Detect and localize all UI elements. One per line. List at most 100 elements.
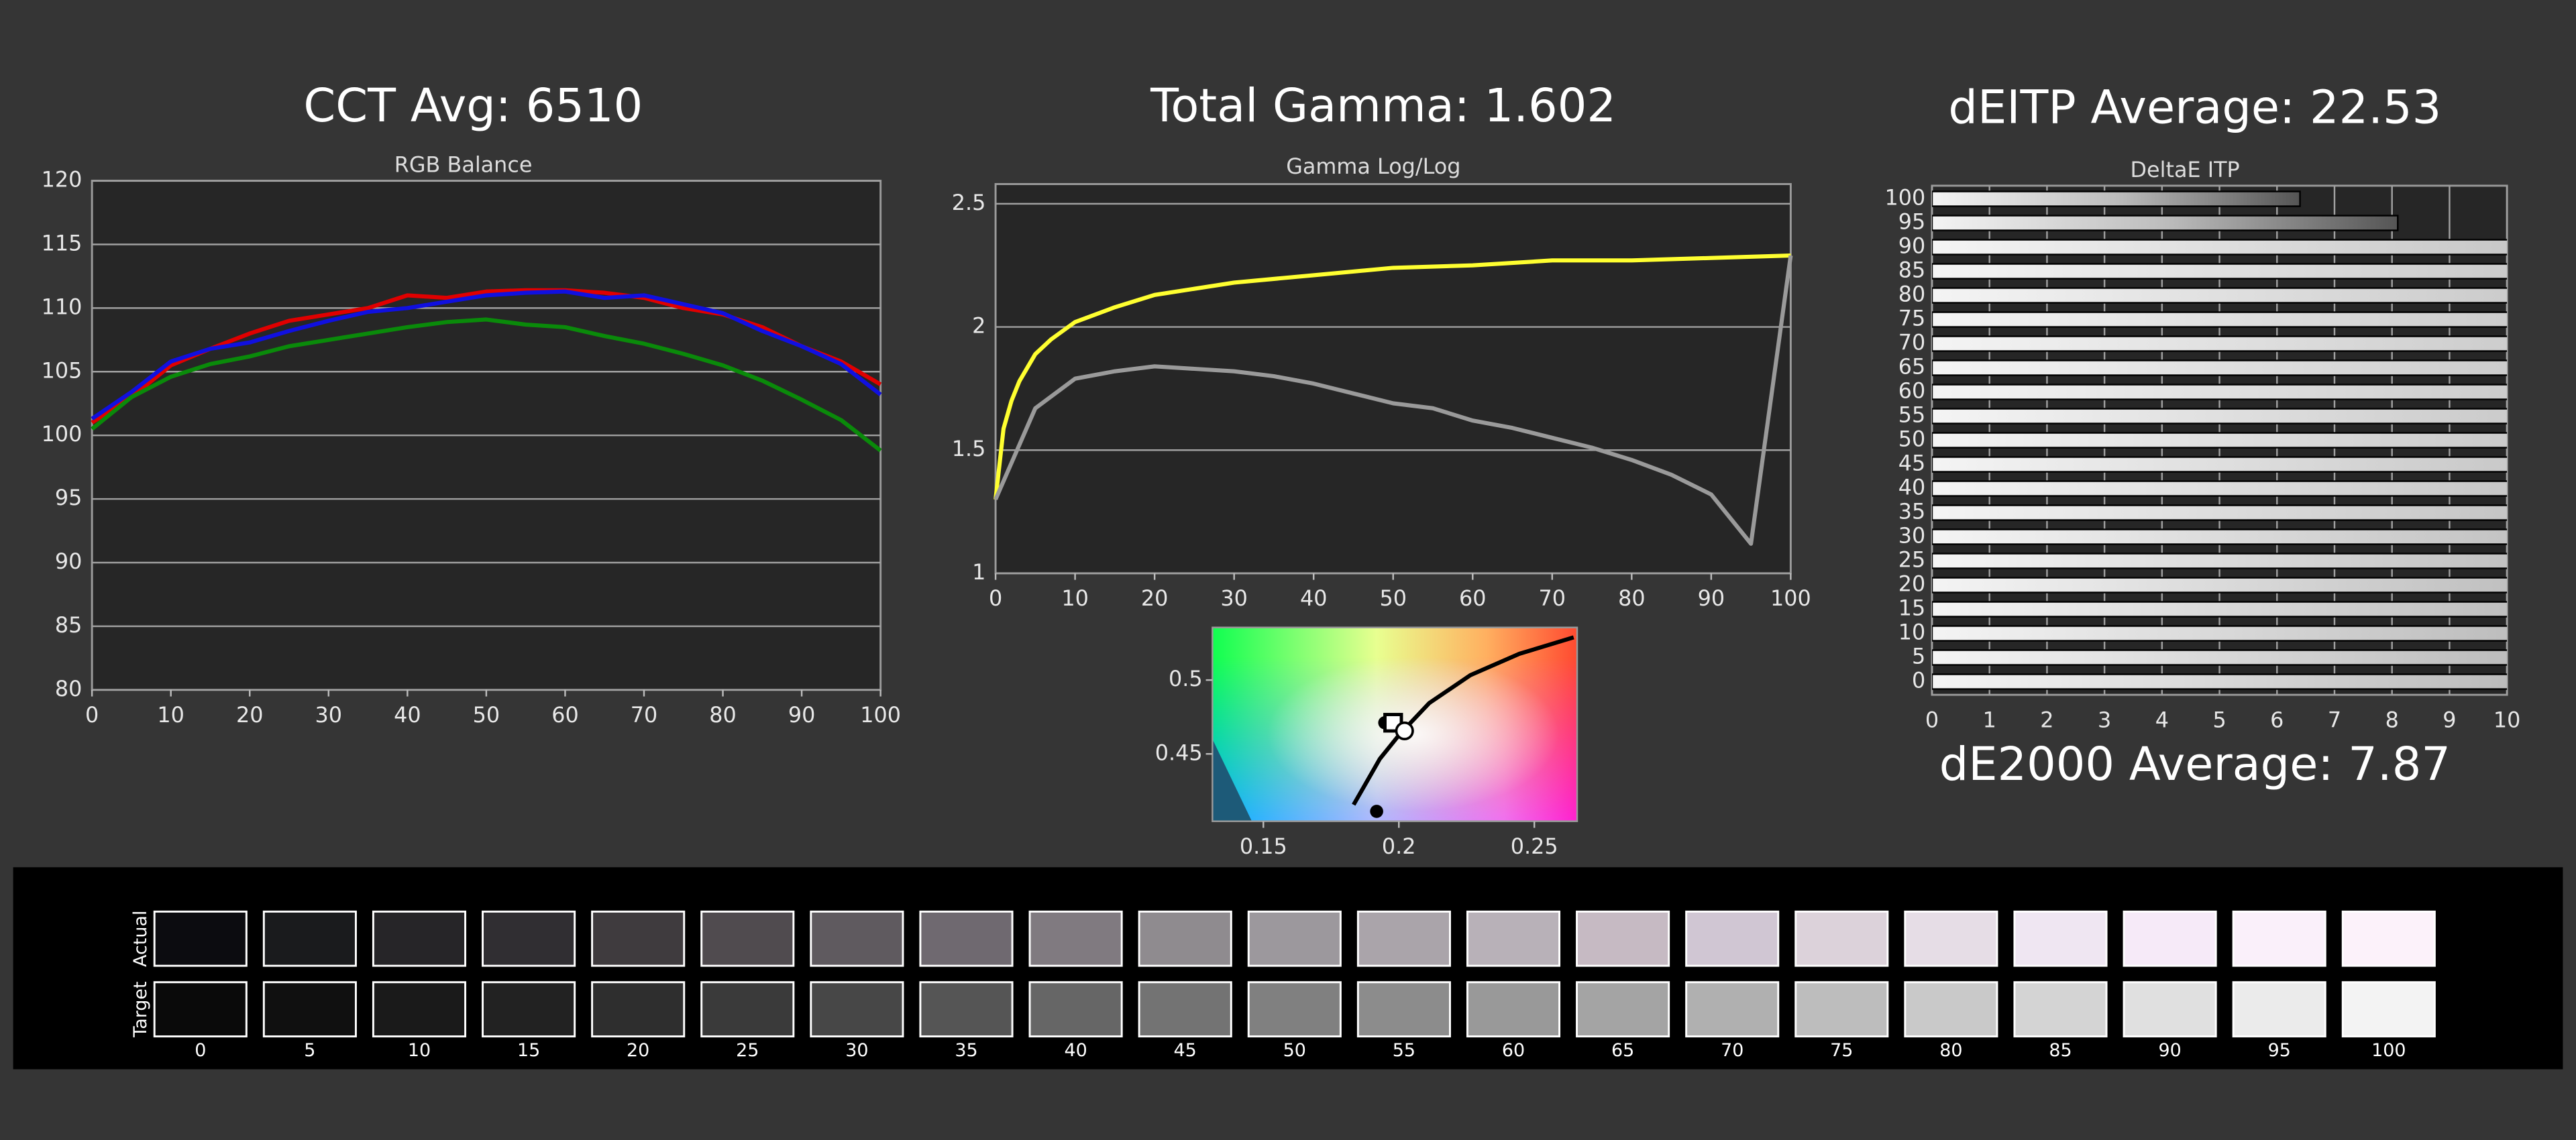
x-tick-label: 100 (860, 702, 901, 728)
swatch (2232, 910, 2326, 967)
bar (1932, 649, 2508, 666)
y-tick-label: 85 (1898, 258, 1926, 283)
x-tick-label: 5 (2212, 707, 2226, 732)
x-tick-label: 10 (1061, 585, 1089, 611)
swatch (2341, 981, 2436, 1037)
y-tick-label: 100 (42, 421, 83, 447)
swatch (2341, 910, 2436, 967)
swatch (810, 981, 904, 1037)
bar (1932, 673, 2508, 690)
swatch (2013, 981, 2108, 1037)
swatch (2232, 981, 2326, 1037)
chart-header: dEITP Average: 22.53 (1948, 80, 2441, 134)
x-tick-label: 70 (1539, 585, 1566, 611)
bar (1932, 263, 2508, 280)
y-tick-label: 95 (1898, 209, 1926, 235)
swatch (1247, 981, 1342, 1037)
y-tick-label: 35 (1898, 499, 1926, 524)
swatch-panel (13, 867, 2563, 1070)
chart-header: Total Gamma: 1.602 (1150, 79, 1616, 133)
swatch-label: 75 (1830, 1040, 1853, 1061)
swatch (1028, 981, 1123, 1037)
swatch-label: 80 (1939, 1040, 1962, 1061)
y-tick-label: 2 (972, 313, 985, 339)
swatch-label: 90 (2158, 1040, 2181, 1061)
swatch-label: 65 (1611, 1040, 1634, 1061)
row-label: Actual (130, 911, 151, 967)
bar (1932, 553, 2508, 569)
y-tick-label: 0.5 (1169, 666, 1203, 691)
bar (1932, 311, 2508, 328)
y-tick-label: 70 (1898, 330, 1926, 355)
swatch (262, 981, 357, 1037)
series-line (994, 255, 1793, 546)
y-tick-label: 75 (1898, 306, 1926, 331)
x-tick-label: 70 (631, 702, 658, 728)
y-tick-label: 105 (42, 357, 83, 383)
x-tick-label: 100 (1770, 585, 1811, 611)
chart-title: DeltaE ITP (2131, 157, 2240, 182)
bar (1932, 577, 2508, 593)
y-tick-label: 15 (1898, 595, 1926, 621)
y-tick-label: 0 (1912, 668, 1925, 693)
swatch (1794, 910, 1889, 967)
swatch (919, 910, 1014, 967)
swatch (700, 981, 795, 1037)
y-tick-label: 1.5 (952, 436, 986, 461)
swatch-label: 100 (2371, 1040, 2406, 1061)
swatch-label: 25 (736, 1040, 759, 1061)
swatch (1028, 910, 1123, 967)
y-tick-label: 1 (972, 559, 985, 585)
x-tick-label: 10 (2493, 707, 2521, 732)
swatch-label: 60 (1502, 1040, 1525, 1061)
y-tick-label: 40 (1898, 475, 1926, 500)
swatch-label: 85 (2049, 1040, 2072, 1061)
swatch-label: 95 (2268, 1040, 2291, 1061)
x-tick-label: 30 (1220, 585, 1248, 611)
series-line (994, 253, 1791, 500)
x-tick-label: 2 (2040, 707, 2053, 732)
x-tick-label: 0.2 (1382, 834, 1416, 859)
series-line (91, 317, 882, 453)
swatch (1904, 910, 1998, 967)
swatch-label: 40 (1064, 1040, 1087, 1061)
y-tick-label: 115 (42, 230, 83, 255)
x-tick-label: 80 (709, 702, 737, 728)
swatch (1466, 910, 1561, 967)
swatch (2013, 910, 2108, 967)
locus-line (1352, 635, 1574, 806)
swatch-label: 5 (304, 1040, 315, 1061)
bar (1932, 625, 2508, 642)
swatch (1356, 910, 1451, 967)
x-tick-label: 30 (315, 702, 343, 728)
bar (1932, 215, 2399, 231)
y-tick-label: 90 (1898, 233, 1926, 259)
swatch-label: 0 (195, 1040, 206, 1061)
series-line (91, 289, 882, 421)
point (1395, 721, 1414, 740)
x-tick-label: 7 (2328, 707, 2341, 732)
x-tick-label: 40 (1300, 585, 1328, 611)
y-tick-label: 65 (1898, 354, 1926, 380)
plot-area (994, 183, 1792, 575)
x-tick-label: 60 (1459, 585, 1487, 611)
swatch (1685, 981, 1780, 1037)
bar (1932, 335, 2508, 352)
bar (1932, 601, 2508, 618)
swatch-label: 20 (627, 1040, 649, 1061)
swatch (153, 910, 248, 967)
y-tick-label: 30 (1898, 523, 1926, 549)
swatch (2123, 910, 2217, 967)
swatch-label: 70 (1721, 1040, 1743, 1061)
chart-title: Gamma Log/Log (1286, 154, 1460, 179)
swatch (1576, 981, 1670, 1037)
x-tick-label: 3 (2098, 707, 2111, 732)
x-tick-label: 50 (1379, 585, 1407, 611)
bar (1932, 528, 2508, 545)
swatch (1356, 981, 1451, 1037)
bar (1932, 408, 2508, 424)
swatch-label: 55 (1393, 1040, 1415, 1061)
bar (1932, 432, 2508, 449)
x-tick-label: 0 (989, 585, 1002, 611)
